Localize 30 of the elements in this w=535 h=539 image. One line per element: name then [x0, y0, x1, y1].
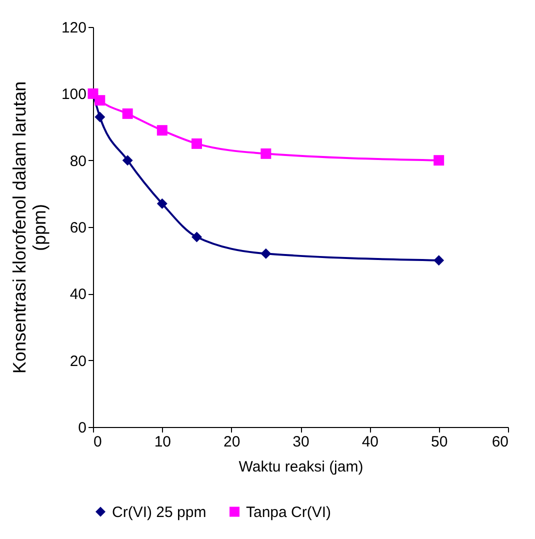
legend-label: Cr(VI) 25 ppm	[112, 504, 206, 521]
y-tick-label: 20	[70, 352, 86, 370]
y-axis-title: Konsentrasi klorofenol dalam larutan (ppm)	[9, 81, 50, 374]
x-tick-label: 20	[223, 434, 240, 450]
x-axis-title: Waktu reaksi (jam)	[238, 458, 364, 476]
x-tick-label: 30	[292, 434, 310, 450]
y-tick-label: 80	[70, 152, 86, 170]
legend-label: Tanpa Cr(VI)	[246, 504, 332, 521]
point	[94, 95, 106, 106]
x-tick-label: 40	[362, 434, 379, 450]
point	[156, 125, 168, 136]
x-tick-label: 50	[430, 434, 448, 450]
point	[260, 248, 272, 259]
point	[122, 155, 133, 166]
point	[192, 232, 202, 242]
y-tick-label: 100	[61, 86, 86, 104]
x-tick-label: 10	[154, 434, 172, 450]
point	[260, 148, 272, 159]
point	[94, 112, 106, 122]
x-tick-label: 60	[492, 434, 508, 450]
point	[434, 155, 444, 166]
point	[434, 255, 444, 266]
y-tick-label: 0	[78, 420, 86, 436]
x-tick-label: 0	[94, 434, 102, 450]
y-tick-label: 120	[61, 20, 86, 36]
point	[122, 108, 133, 119]
point	[156, 198, 168, 209]
y-tick-label: 60	[70, 220, 86, 236]
point	[192, 138, 202, 149]
y-tick-label: 40	[70, 286, 86, 304]
